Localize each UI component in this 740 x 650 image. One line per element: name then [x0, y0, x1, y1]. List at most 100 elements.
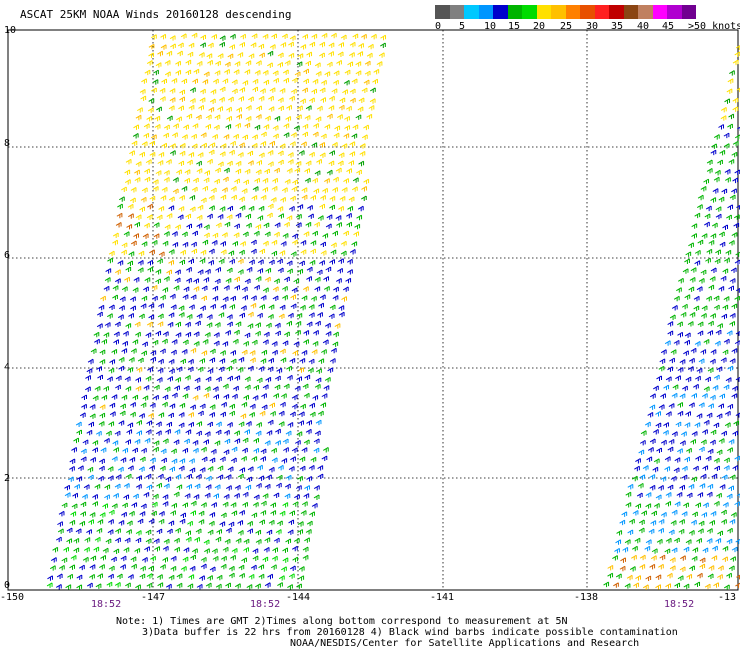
- wind-barb: [302, 33, 308, 40]
- wind-barb: [200, 34, 207, 41]
- wind-barb: [724, 98, 731, 104]
- wind-barb: [196, 430, 202, 436]
- wind-barb: [96, 366, 102, 372]
- wind-barb: [196, 160, 202, 167]
- wind-barb: [732, 106, 739, 112]
- wind-barb: [247, 466, 254, 472]
- wind-barb: [691, 476, 697, 482]
- wind-barb: [182, 556, 189, 563]
- wind-barb: [147, 266, 154, 273]
- wind-barb: [142, 341, 148, 347]
- wind-barb: [151, 87, 157, 94]
- wind-barb: [352, 177, 359, 183]
- wind-barb: [378, 52, 385, 58]
- wind-barb: [343, 133, 350, 139]
- wind-barb: [612, 555, 618, 561]
- wind-barb: [723, 584, 730, 590]
- wind-barb: [277, 97, 284, 103]
- wind-barb: [697, 321, 704, 327]
- wind-barb: [660, 476, 667, 482]
- wind-barb: [127, 574, 134, 580]
- wind-barb: [168, 358, 175, 365]
- wind-barb: [312, 341, 319, 347]
- wind-barb: [673, 467, 680, 473]
- wind-barb: [158, 205, 165, 212]
- wind-barb: [709, 276, 716, 282]
- grid-lines: [8, 30, 738, 590]
- wind-barb: [323, 276, 329, 282]
- wind-barb: [145, 159, 152, 165]
- wind-barb: [723, 338, 730, 345]
- wind-barb: [209, 412, 215, 418]
- wind-barb: [113, 548, 120, 554]
- wind-barb: [220, 304, 227, 310]
- wind-barb: [297, 268, 304, 275]
- wind-barb: [253, 437, 259, 444]
- wind-barb: [186, 159, 193, 166]
- wind-barb: [168, 312, 175, 318]
- wind-barb: [734, 259, 740, 266]
- wind-barb: [225, 277, 232, 284]
- wind-barb: [708, 565, 715, 571]
- wind-barb: [173, 285, 180, 291]
- wind-barb: [192, 78, 198, 84]
- wind-barb: [172, 177, 179, 183]
- wind-barb: [348, 52, 355, 58]
- wind-barb: [367, 43, 374, 50]
- wind-barb: [734, 455, 740, 462]
- wind-barb: [237, 367, 244, 373]
- wind-barb: [121, 249, 127, 256]
- wind-barb: [222, 383, 229, 390]
- wind-barb: [115, 474, 122, 480]
- wind-barb: [221, 232, 228, 238]
- wind-barb: [200, 305, 206, 311]
- wind-barb: [192, 230, 198, 237]
- wind-barb: [149, 140, 156, 147]
- wind-barb: [82, 556, 89, 563]
- wind-barb: [148, 412, 154, 419]
- wind-barb: [305, 60, 311, 67]
- wind-barb: [295, 160, 302, 167]
- wind-barb: [668, 403, 675, 409]
- wind-barb: [647, 446, 654, 453]
- wind-barb: [96, 323, 103, 329]
- wind-barb: [330, 32, 337, 39]
- wind-barb: [61, 502, 68, 509]
- wind-barb: [359, 143, 366, 149]
- wind-barb: [196, 214, 203, 221]
- wind-barb: [727, 365, 734, 372]
- wind-barb: [345, 277, 352, 284]
- wind-barb: [162, 494, 169, 500]
- wind-barb: [650, 555, 657, 561]
- wind-barb: [168, 105, 175, 111]
- wind-barb: [291, 545, 298, 552]
- wind-barb: [315, 377, 322, 383]
- wind-barb: [63, 546, 69, 553]
- wind-barb: [267, 573, 273, 580]
- wind-barb: [105, 268, 112, 274]
- wind-barb: [284, 483, 291, 490]
- wind-barb: [338, 205, 344, 212]
- wind-barb: [135, 161, 142, 167]
- wind-barb: [121, 348, 128, 354]
- wind-barb: [233, 133, 239, 140]
- wind-barb: [240, 33, 246, 40]
- wind-barb: [732, 59, 739, 66]
- wind-barb: [354, 223, 361, 230]
- wind-barb: [111, 394, 118, 400]
- wind-barb: [625, 491, 632, 498]
- wind-barb: [302, 546, 309, 553]
- wind-barb: [195, 114, 202, 121]
- wind-barb: [80, 456, 87, 462]
- wind-barb: [296, 313, 303, 319]
- wind-barb: [99, 564, 105, 570]
- wind-barb: [711, 222, 718, 229]
- wind-barb: [302, 554, 309, 561]
- wind-barb: [153, 538, 160, 544]
- wind-barb: [198, 519, 205, 525]
- wind-barb: [235, 168, 242, 175]
- wind-barb: [227, 466, 234, 472]
- wind-barb: [223, 134, 230, 140]
- wind-barb: [312, 394, 319, 401]
- wind-barb: [347, 205, 354, 212]
